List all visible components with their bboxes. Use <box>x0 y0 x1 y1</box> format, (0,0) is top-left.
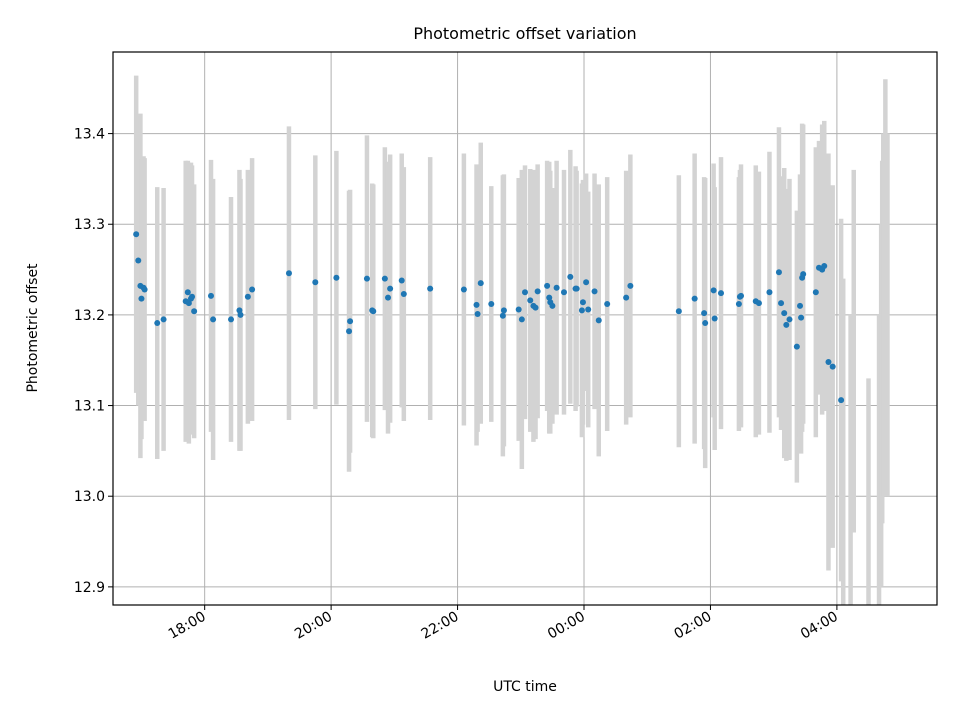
data-point <box>825 359 832 366</box>
data-point <box>546 294 553 301</box>
plot-frame <box>112 51 938 606</box>
data-point <box>427 285 434 292</box>
data-point <box>488 301 495 308</box>
data-point <box>210 316 217 323</box>
data-point <box>778 300 785 307</box>
y-axis-ticks: 12.9 13.0 13.1 13.2 13.3 13.4 <box>74 127 113 596</box>
data-point <box>285 270 292 277</box>
data-point <box>532 304 539 311</box>
data-point <box>381 275 388 282</box>
data-point <box>236 307 243 314</box>
data-point <box>798 314 805 321</box>
y-tick-label: 12.9 <box>74 580 105 596</box>
data-point <box>237 311 244 318</box>
data-point <box>585 306 592 313</box>
data-point <box>710 287 717 294</box>
data-point <box>363 275 370 282</box>
data-point <box>735 301 742 308</box>
data-point <box>553 284 560 291</box>
data-point <box>141 286 148 293</box>
data-point <box>160 316 167 323</box>
data-point <box>783 321 790 328</box>
data-point <box>573 285 580 292</box>
data-point <box>189 293 196 300</box>
data-point <box>591 288 598 295</box>
data-point <box>244 293 251 300</box>
data-point <box>800 271 807 278</box>
y-tick-label: 13.4 <box>74 127 105 143</box>
y-tick-label: 13.0 <box>74 489 105 505</box>
data-point <box>821 262 828 269</box>
data-point <box>522 289 528 296</box>
data-point <box>460 286 467 293</box>
data-point <box>534 288 541 295</box>
data-point <box>184 289 191 296</box>
data-point <box>138 295 145 302</box>
data-point <box>595 317 602 324</box>
data-point <box>527 297 534 304</box>
chart-title: Photometric offset variation <box>413 24 636 43</box>
data-point <box>228 316 235 323</box>
data-point <box>398 277 405 284</box>
y-tick-label: 13.1 <box>74 399 105 415</box>
data-point <box>579 299 586 306</box>
data-point <box>500 307 507 314</box>
data-point <box>370 308 377 315</box>
data-point <box>154 320 161 327</box>
data-point <box>385 294 392 301</box>
y-tick-label: 13.3 <box>74 217 105 233</box>
data-point <box>560 289 567 296</box>
y-tick-label: 13.2 <box>74 308 105 324</box>
data-point <box>185 300 192 307</box>
data-point <box>717 290 724 297</box>
data-point <box>400 291 407 298</box>
data-point <box>775 269 782 276</box>
data-point <box>766 289 773 296</box>
data-point <box>781 310 788 317</box>
data-point <box>583 279 590 286</box>
data-point <box>701 310 708 317</box>
data-point <box>477 280 484 287</box>
data-point <box>346 328 353 335</box>
data-point <box>191 308 198 315</box>
x-axis-label: UTC time <box>493 679 557 695</box>
data-point <box>518 316 525 323</box>
data-point <box>675 308 682 315</box>
data-point <box>135 257 142 264</box>
data-point <box>786 316 793 323</box>
data-point <box>544 282 551 289</box>
data-point <box>578 307 585 314</box>
data-point <box>347 318 354 325</box>
data-point <box>604 301 611 308</box>
data-point <box>755 300 762 307</box>
data-point <box>838 397 845 404</box>
data-point <box>249 286 256 293</box>
data-point <box>691 295 698 302</box>
data-point <box>793 343 800 350</box>
data-point <box>312 279 319 286</box>
data-point <box>738 292 745 299</box>
data-point <box>499 312 506 319</box>
data-point <box>549 302 556 309</box>
data-point <box>812 289 819 296</box>
data-point <box>387 285 394 292</box>
data-point <box>797 302 804 309</box>
data-point <box>711 315 718 322</box>
data-point <box>623 294 630 301</box>
data-point <box>702 320 709 327</box>
data-point <box>515 306 522 313</box>
data-point <box>829 363 836 370</box>
data-point <box>567 273 574 280</box>
data-point <box>207 292 214 299</box>
data-point <box>133 231 140 238</box>
data-point <box>333 274 340 281</box>
data-point <box>473 301 480 308</box>
y-axis-label: Photometric offset <box>25 263 41 393</box>
data-points <box>133 231 845 404</box>
data-point <box>474 310 481 317</box>
data-point <box>627 282 634 289</box>
